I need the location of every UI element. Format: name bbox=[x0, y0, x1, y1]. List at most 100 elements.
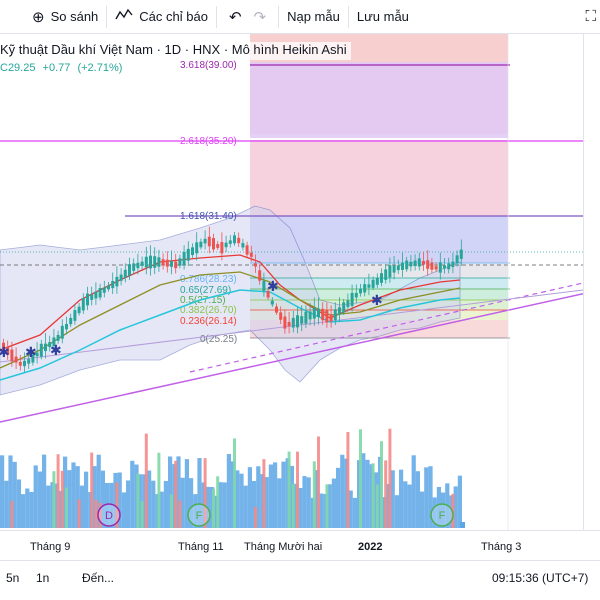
candle-body bbox=[56, 334, 60, 341]
volume-bar bbox=[302, 476, 307, 528]
candle-body bbox=[107, 285, 110, 290]
event-marker[interactable]: F bbox=[187, 503, 211, 527]
candle-body bbox=[203, 238, 207, 244]
candle-body bbox=[409, 261, 413, 267]
cross-marker: ✱ bbox=[25, 345, 37, 361]
cross-marker: ✱ bbox=[267, 279, 279, 295]
volume-bar bbox=[100, 470, 105, 528]
legend-dot: · bbox=[156, 42, 165, 57]
candle-body bbox=[392, 265, 396, 273]
fib-level-label: 3.618(39.00) bbox=[180, 60, 237, 71]
toolbar-divider bbox=[106, 5, 108, 28]
candle-body bbox=[149, 255, 152, 269]
volume-bar bbox=[441, 492, 446, 528]
compare-button[interactable]: ⊕ So sánh bbox=[0, 0, 106, 34]
event-marker[interactable]: F bbox=[430, 503, 454, 527]
volume-bar bbox=[0, 455, 5, 528]
volume-candle bbox=[136, 473, 140, 528]
compare-label: So sánh bbox=[50, 9, 99, 24]
candle-body bbox=[413, 260, 417, 267]
candle-body bbox=[224, 242, 228, 248]
time-axis[interactable]: Tháng 9 Tháng 11 Tháng Mười hai 2022 Thá… bbox=[0, 530, 600, 558]
candle-body bbox=[35, 352, 39, 357]
candle-body bbox=[317, 308, 320, 318]
volume-candle bbox=[174, 460, 178, 528]
clock-display[interactable]: 09:15:36 (UTC+7) bbox=[492, 571, 589, 585]
volume-bar bbox=[222, 482, 227, 528]
candle-body bbox=[199, 241, 203, 248]
candle-body bbox=[220, 242, 224, 254]
symbol-legend[interactable]: Kỹ thuật Dầu khí Việt Nam · 1D · HNX · M… bbox=[0, 42, 351, 60]
price-scale[interactable] bbox=[583, 34, 600, 530]
candle-body bbox=[182, 251, 186, 265]
event-marker[interactable]: D bbox=[97, 503, 121, 527]
volume-candle bbox=[317, 436, 320, 528]
volume-bar bbox=[331, 478, 336, 528]
volume-bar bbox=[243, 485, 248, 528]
candle-body bbox=[270, 300, 274, 305]
candle-body bbox=[115, 276, 119, 287]
candle-body bbox=[359, 288, 362, 294]
candle-body bbox=[128, 264, 131, 276]
save-template-button[interactable]: Lưu mẫu bbox=[349, 0, 417, 34]
volume-bar bbox=[21, 494, 26, 528]
candle-body bbox=[170, 261, 173, 267]
trend-line-upper bbox=[0, 289, 583, 363]
volume-candle bbox=[60, 470, 64, 528]
volume-candle bbox=[65, 487, 68, 528]
candle-body bbox=[136, 262, 140, 269]
volume-candle bbox=[10, 500, 14, 528]
volume-bar bbox=[390, 470, 395, 528]
volume-bar bbox=[319, 493, 324, 528]
volume-candle bbox=[212, 488, 215, 528]
candle-body bbox=[371, 279, 375, 288]
candle-body bbox=[39, 343, 43, 357]
volume-bar bbox=[281, 461, 286, 528]
volume-bar bbox=[298, 487, 303, 528]
fib-level-label: 2.618(35.20) bbox=[180, 136, 237, 147]
volume-candle bbox=[52, 471, 56, 528]
volume-candle bbox=[375, 484, 379, 528]
exchange-label: HNX bbox=[192, 42, 221, 57]
volume-bar bbox=[407, 484, 412, 528]
fullscreen-button[interactable]: ⛶ bbox=[577, 0, 600, 34]
legend-dot: · bbox=[223, 42, 232, 57]
redo-button[interactable]: ↷ bbox=[248, 0, 279, 34]
volume-bar bbox=[411, 455, 416, 528]
volume-bar bbox=[457, 475, 462, 528]
candle-body bbox=[275, 306, 278, 313]
volume-candle bbox=[56, 454, 60, 528]
volume-candle bbox=[312, 461, 316, 528]
volume-bar bbox=[105, 482, 110, 528]
price-chart[interactable]: 3.618(39.00) 2.618(35.20) 1.618(31.40) 0.78… bbox=[0, 34, 583, 530]
time-label: Tháng 3 bbox=[481, 541, 522, 553]
volume-bar bbox=[226, 454, 231, 528]
candle-body bbox=[90, 294, 94, 300]
volume-bar bbox=[340, 454, 345, 528]
load-template-label: Nạp mẫu bbox=[287, 9, 340, 24]
volume-bar bbox=[159, 491, 164, 528]
volume-bar bbox=[130, 460, 135, 528]
close-value: C29.25 bbox=[0, 62, 36, 74]
fib-level-label: 0(25.25) bbox=[200, 334, 237, 345]
volume-candle bbox=[98, 502, 102, 528]
save-template-label: Lưu mẫu bbox=[356, 9, 409, 24]
goto-date-button[interactable]: Đến... bbox=[82, 571, 115, 585]
candle-body bbox=[380, 273, 383, 283]
volume-candle bbox=[94, 499, 98, 528]
interval-1n-button[interactable]: 1n bbox=[36, 571, 50, 585]
candle-body bbox=[31, 354, 35, 363]
interval-5n-button[interactable]: 5n bbox=[6, 571, 20, 585]
load-template-button[interactable]: Nạp mẫu bbox=[279, 0, 348, 34]
volume-bar bbox=[180, 477, 185, 528]
chart-pane[interactable]: 3.618(39.00) 2.618(35.20) 1.618(31.40) 0.78… bbox=[0, 34, 583, 530]
volume-bar bbox=[96, 454, 101, 528]
fib-level-label: 0.382(26.70) bbox=[180, 305, 237, 316]
candle-body bbox=[216, 244, 220, 248]
indicators-button[interactable]: Các chỉ báo bbox=[107, 0, 216, 34]
undo-button[interactable]: ↶ bbox=[217, 0, 248, 34]
symbol-name: Kỹ thuật Dầu khí Việt Nam bbox=[0, 42, 153, 57]
candle-body bbox=[384, 269, 388, 280]
candle-body bbox=[48, 342, 52, 347]
candle-body bbox=[77, 306, 81, 314]
